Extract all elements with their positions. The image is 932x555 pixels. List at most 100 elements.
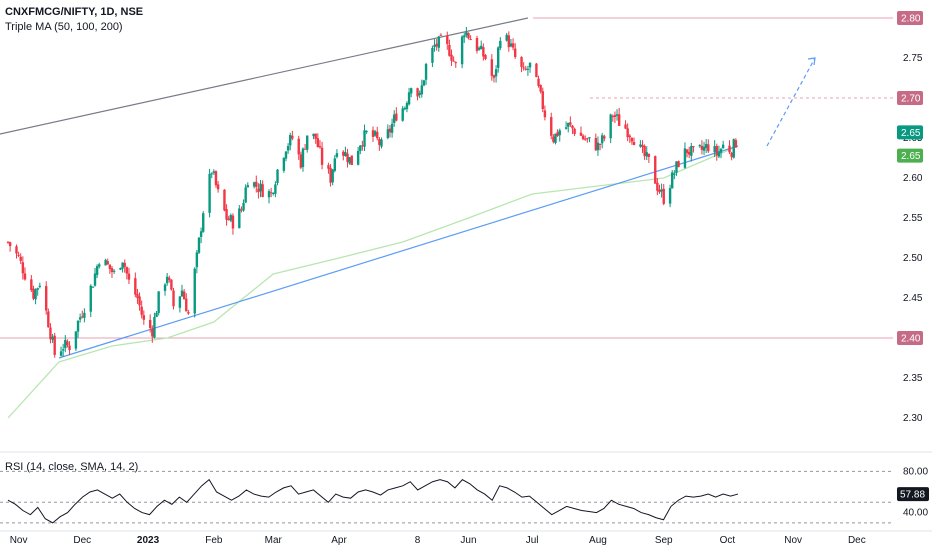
candle-body[interactable] [257, 188, 260, 193]
rsi-legend[interactable]: RSI (14, close, SMA, 14, 2) [5, 461, 139, 473]
symbol-title[interactable]: CNXFMCG/NIFTY, 1D, NSE [5, 6, 144, 18]
candle-body[interactable] [539, 84, 542, 92]
trendline-resistance[interactable] [0, 17, 529, 135]
candle-body[interactable] [44, 286, 48, 311]
candle-body[interactable] [390, 123, 394, 133]
candle-body[interactable] [106, 261, 109, 265]
candle-body[interactable] [178, 296, 182, 308]
candle-body[interactable] [344, 152, 347, 157]
candle-body[interactable] [151, 328, 154, 337]
candle-body[interactable] [388, 128, 392, 133]
candle-body[interactable] [628, 135, 631, 138]
candle-body[interactable] [643, 146, 646, 157]
candle-body[interactable] [108, 264, 112, 269]
candle-body[interactable] [303, 148, 307, 150]
candle-body[interactable] [327, 165, 330, 169]
candle-body[interactable] [467, 33, 470, 39]
candle-body[interactable] [15, 246, 18, 254]
candle-body[interactable] [446, 35, 449, 44]
candle-body[interactable] [61, 349, 65, 351]
candle-body[interactable] [121, 262, 124, 269]
candle-body[interactable] [359, 145, 362, 152]
candle-body[interactable] [185, 298, 188, 312]
candle-body[interactable] [403, 108, 407, 110]
candle-body[interactable] [193, 268, 196, 314]
candle-body[interactable] [581, 135, 585, 140]
candle-body[interactable] [316, 138, 320, 148]
trendline-support[interactable] [58, 145, 739, 359]
candle-body[interactable] [420, 85, 424, 95]
candle-body[interactable] [318, 146, 322, 148]
candle-body[interactable] [240, 209, 243, 211]
candle-body[interactable] [497, 47, 500, 68]
candle-body[interactable] [522, 67, 525, 69]
candle-body[interactable] [422, 80, 426, 86]
candle-body[interactable] [197, 237, 201, 253]
candle-body[interactable] [38, 285, 42, 287]
candle-body[interactable] [51, 336, 54, 340]
candle-body[interactable] [482, 47, 485, 57]
candle-body[interactable] [505, 34, 508, 41]
candle-body[interactable] [677, 161, 680, 167]
candle-body[interactable] [685, 149, 689, 153]
candle-body[interactable] [611, 116, 614, 118]
candle-body[interactable] [127, 273, 131, 280]
candle-body[interactable] [721, 144, 725, 149]
candle-body[interactable] [480, 45, 483, 50]
candle-body[interactable] [639, 144, 642, 147]
candle-body[interactable] [395, 113, 398, 121]
candle-body[interactable] [717, 151, 721, 157]
candle-body[interactable] [617, 114, 621, 126]
candle-body[interactable] [229, 215, 233, 221]
candle-body[interactable] [541, 91, 544, 110]
candle-body[interactable] [584, 138, 587, 140]
candle-body[interactable] [490, 59, 494, 76]
candle-body[interactable] [550, 117, 553, 136]
candle-body[interactable] [460, 36, 464, 65]
candle-body[interactable] [552, 136, 555, 142]
candle-body[interactable] [465, 31, 468, 36]
candle-body[interactable] [511, 43, 515, 48]
candle-body[interactable] [416, 88, 419, 97]
candle-body[interactable] [671, 172, 674, 189]
candle-body[interactable] [728, 145, 731, 153]
candle-body[interactable] [424, 64, 428, 80]
candle-body[interactable] [734, 140, 738, 148]
candle-body[interactable] [658, 189, 661, 193]
candle-body[interactable] [600, 135, 604, 144]
candle-body[interactable] [526, 68, 530, 70]
candle-body[interactable] [91, 286, 95, 288]
candle-body[interactable] [647, 153, 651, 157]
candle-body[interactable] [34, 289, 37, 300]
candle-body[interactable] [645, 152, 648, 157]
candle-body[interactable] [380, 139, 383, 147]
candle-body[interactable] [586, 138, 589, 140]
candle-body[interactable] [83, 312, 86, 318]
candle-body[interactable] [405, 103, 409, 110]
candle-body[interactable] [32, 288, 35, 299]
candle-body[interactable] [564, 127, 568, 129]
candle-body[interactable] [454, 62, 457, 64]
candle-body[interactable] [242, 203, 245, 211]
candle-body[interactable] [227, 218, 230, 221]
candle-body[interactable] [252, 182, 256, 187]
candle-body[interactable] [613, 115, 617, 117]
candle-body[interactable] [49, 327, 52, 340]
candle-body[interactable] [157, 291, 160, 313]
candle-body[interactable] [216, 184, 220, 190]
candle-body[interactable] [64, 339, 67, 349]
candle-body[interactable] [558, 130, 561, 136]
candle-body[interactable] [378, 138, 381, 145]
candle-body[interactable] [598, 143, 602, 145]
candle-body[interactable] [76, 320, 80, 332]
candle-body[interactable] [59, 351, 63, 356]
candle-body[interactable] [603, 136, 606, 139]
candle-body[interactable] [675, 161, 678, 173]
candle-body[interactable] [690, 146, 693, 156]
candle-body[interactable] [269, 192, 273, 194]
candle-body[interactable] [267, 191, 271, 198]
candle-body[interactable] [187, 312, 190, 314]
candle-body[interactable] [713, 146, 716, 153]
candle-body[interactable] [698, 145, 702, 147]
